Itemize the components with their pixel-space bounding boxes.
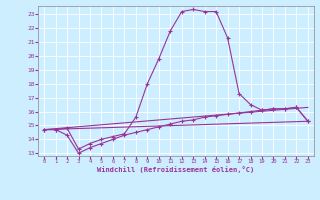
X-axis label: Windchill (Refroidissement éolien,°C): Windchill (Refroidissement éolien,°C) — [97, 166, 255, 173]
